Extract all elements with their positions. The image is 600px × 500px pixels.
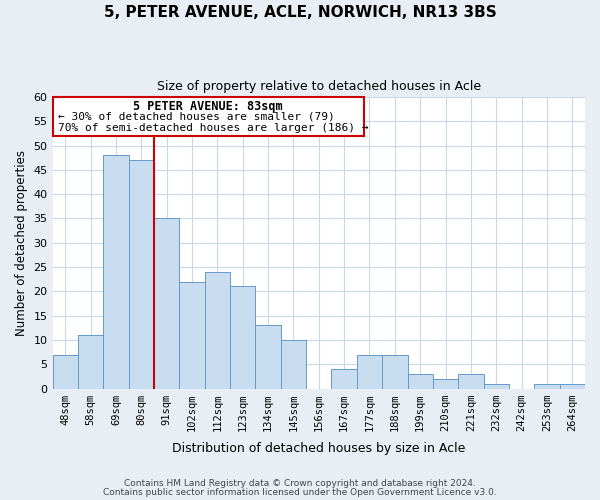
Bar: [53, 354, 78, 388]
Bar: [382, 354, 407, 388]
Bar: [128, 160, 154, 388]
Bar: [357, 354, 382, 388]
Bar: [230, 286, 256, 388]
Bar: [154, 218, 179, 388]
Bar: [78, 335, 103, 388]
Bar: [331, 369, 357, 388]
Bar: [534, 384, 560, 388]
Bar: [458, 374, 484, 388]
Bar: [256, 326, 281, 388]
Text: ← 30% of detached houses are smaller (79): ← 30% of detached houses are smaller (79…: [58, 112, 335, 122]
Bar: [205, 272, 230, 388]
Text: 5 PETER AVENUE: 83sqm: 5 PETER AVENUE: 83sqm: [133, 100, 283, 113]
Bar: [407, 374, 433, 388]
Title: Size of property relative to detached houses in Acle: Size of property relative to detached ho…: [157, 80, 481, 93]
Bar: [179, 282, 205, 389]
Bar: [281, 340, 306, 388]
Bar: [560, 384, 585, 388]
Text: 70% of semi-detached houses are larger (186) →: 70% of semi-detached houses are larger (…: [58, 122, 368, 132]
FancyBboxPatch shape: [53, 97, 364, 136]
Bar: [103, 156, 128, 388]
Text: Contains public sector information licensed under the Open Government Licence v3: Contains public sector information licen…: [103, 488, 497, 497]
Bar: [484, 384, 509, 388]
Text: 5, PETER AVENUE, ACLE, NORWICH, NR13 3BS: 5, PETER AVENUE, ACLE, NORWICH, NR13 3BS: [104, 5, 496, 20]
Bar: [433, 379, 458, 388]
Y-axis label: Number of detached properties: Number of detached properties: [15, 150, 28, 336]
Text: Contains HM Land Registry data © Crown copyright and database right 2024.: Contains HM Land Registry data © Crown c…: [124, 478, 476, 488]
X-axis label: Distribution of detached houses by size in Acle: Distribution of detached houses by size …: [172, 442, 466, 455]
